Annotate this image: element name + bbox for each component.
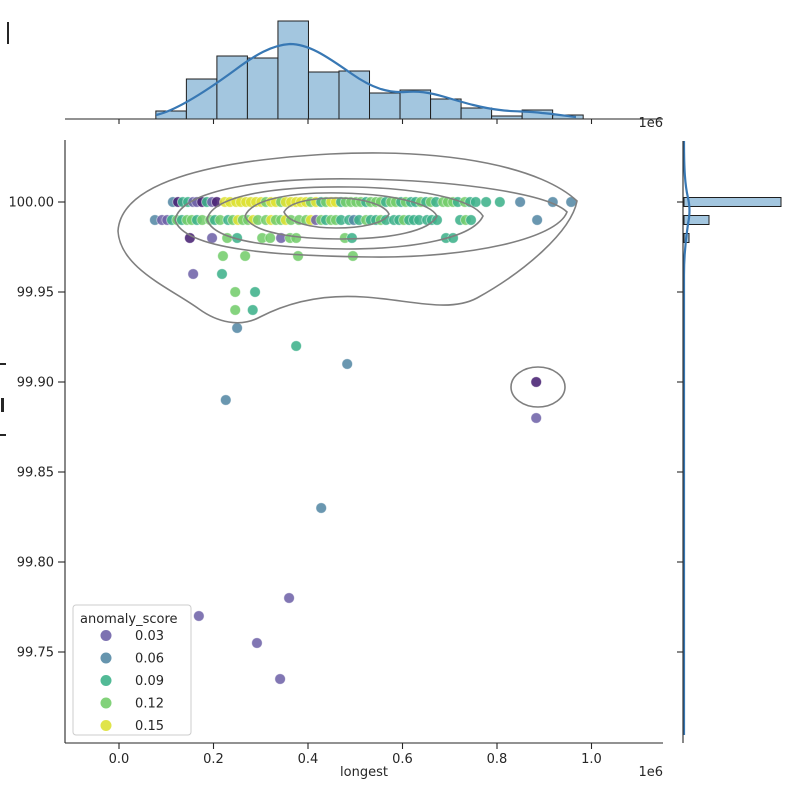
- y-tick-label: 99.75: [17, 646, 54, 661]
- top-kde-curve: [155, 42, 577, 119]
- legend-entries: 0.03 0.06 0.09 0.12 0.15: [100, 629, 164, 734]
- top-hist-bar: [369, 92, 401, 120]
- scatter-point: [290, 340, 302, 352]
- top-marginal-histogram: [155, 20, 584, 120]
- scatter-point: [249, 286, 261, 298]
- top-hist-bar: [399, 89, 432, 120]
- y-tick-label: 99.80: [17, 556, 54, 571]
- scatter-point: [274, 673, 286, 685]
- x-axis-ticks: 0.0 0.2 0.4 0.6 0.8 1.0: [109, 743, 602, 767]
- legend-swatch: [100, 652, 112, 664]
- top-axis-offset-label: 1e6: [638, 116, 663, 131]
- x-tick-label: 0.4: [298, 752, 319, 767]
- contour-line: [117, 152, 578, 324]
- x-tick-label: 0.2: [203, 752, 224, 767]
- x-tick-label: 0.8: [487, 752, 508, 767]
- contour-line: [206, 186, 484, 250]
- legend-swatch: [100, 630, 112, 641]
- scatter-point: [264, 232, 276, 244]
- legend-swatch: [100, 697, 112, 709]
- x-tick-label: 0.6: [392, 752, 413, 767]
- legend: anomaly_score 0.03 0.06 0.09 0.12 0.15: [72, 604, 192, 736]
- x-axis-offset-label: 1e6: [638, 765, 663, 780]
- contour-line: [244, 192, 438, 240]
- top-hist-bar: [430, 98, 462, 120]
- right-axis-ticks: [677, 201, 683, 653]
- y-tick-label: 100.00: [9, 196, 55, 211]
- scatter-point: [465, 214, 477, 226]
- scatter-point: [217, 250, 229, 262]
- clipped-y-axis-label: [0, 363, 6, 436]
- top-hist-bar: [307, 71, 340, 120]
- scatter-point: [480, 196, 492, 208]
- contour-line: [174, 177, 568, 258]
- legend-entry-label: 0.09: [135, 674, 164, 689]
- scatter-point: [231, 322, 243, 334]
- scatter-point: [315, 502, 327, 514]
- top-hist-bar: [460, 107, 493, 120]
- top-hist-bar: [338, 70, 371, 120]
- top-hist-bar: [277, 20, 309, 120]
- legend-entry-label: 0.03: [135, 629, 164, 644]
- scatter-point: [220, 394, 232, 406]
- right-kde-curve: [682, 140, 691, 735]
- scatter-point: [283, 592, 295, 604]
- scatter-point: [494, 196, 506, 208]
- scatter-point: [229, 304, 241, 316]
- scatter-point: [341, 358, 353, 370]
- legend-entry-label: 0.06: [135, 652, 164, 667]
- y-tick-label: 99.95: [17, 286, 54, 301]
- scatter-point: [530, 412, 542, 424]
- scatter-point: [251, 637, 263, 649]
- legend-swatch: [100, 675, 112, 686]
- legend-title: anomaly_score: [80, 612, 178, 627]
- scatter-point: [530, 376, 542, 388]
- scatter-point: [290, 232, 302, 244]
- scatter-point: [193, 610, 205, 622]
- contour-line: [283, 197, 390, 229]
- top-axis-ticks: [118, 119, 593, 124]
- scatter-point: [514, 196, 526, 208]
- x-tick-label: 0.0: [109, 752, 130, 767]
- density-contours: [117, 152, 578, 408]
- clipped-top-ylabel-mark: [7, 22, 9, 44]
- scatter-point: [187, 268, 199, 280]
- right-hist-bar: [683, 215, 710, 225]
- scatter-point: [229, 286, 241, 298]
- scatter-point: [184, 232, 196, 244]
- scatter-point: [470, 196, 482, 208]
- scatter-point: [247, 304, 259, 316]
- scatter-point: [239, 250, 251, 262]
- y-tick-label: 99.90: [17, 376, 54, 391]
- legend-swatch: [100, 720, 112, 731]
- x-axis-label: longest: [340, 765, 388, 780]
- scatter-points: [149, 196, 577, 685]
- right-marginal-histogram: [683, 197, 782, 243]
- scatter-point: [216, 268, 228, 280]
- scatter-point: [531, 214, 543, 226]
- contour-circle: [510, 366, 566, 408]
- y-axis-ticks: 100.00 99.95 99.90 99.85 99.80 99.75: [9, 196, 65, 661]
- y-tick-label: 99.85: [17, 466, 54, 481]
- scatter-point: [292, 250, 304, 262]
- legend-entry-label: 0.15: [135, 719, 164, 734]
- right-hist-bar: [683, 197, 782, 207]
- top-hist-bar: [246, 57, 279, 120]
- x-tick-label: 1.0: [581, 752, 602, 767]
- legend-entry-label: 0.12: [135, 697, 164, 712]
